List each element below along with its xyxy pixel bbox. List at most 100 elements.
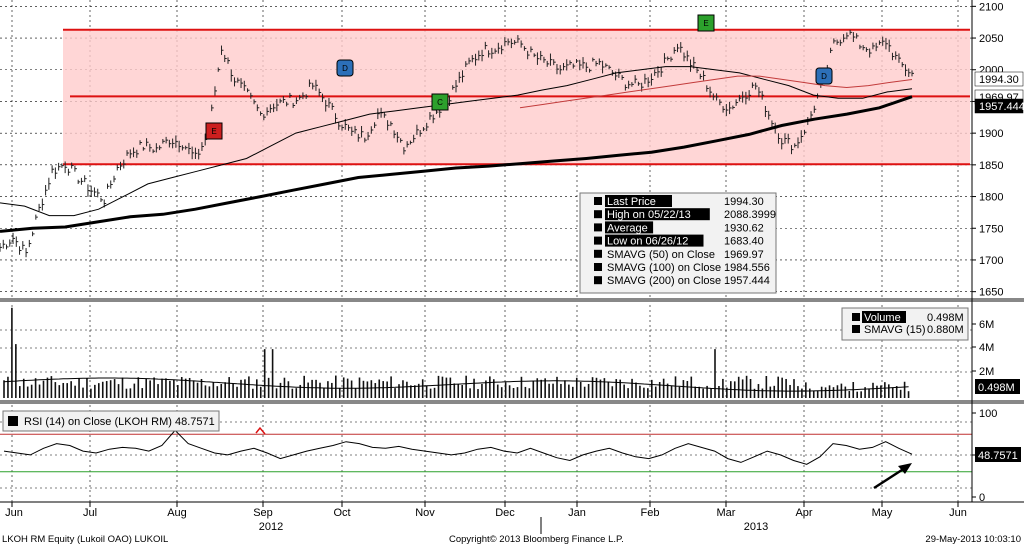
legend-label: Average [607, 222, 648, 234]
legend-swatch [594, 276, 602, 285]
legend-value: 1969.97 [724, 249, 764, 261]
event-marker-box [431, 93, 449, 111]
legend-label-bg [605, 208, 710, 221]
legend-label: SMAVG (50) on Close [607, 249, 715, 261]
rsi-overbought-segment [255, 426, 266, 435]
legend-swatch [594, 263, 602, 271]
rsi-line [3, 429, 913, 465]
y-tick-label: 1750 [979, 223, 1003, 235]
rsi-tag [975, 447, 1021, 462]
legend-swatch [594, 210, 602, 219]
event-marker-earnings: E [697, 14, 715, 32]
legend-swatch [594, 223, 602, 232]
legend-label-bg [862, 311, 906, 323]
x-tick-label: Nov [415, 507, 435, 519]
x-axis: Jun Jul Aug Sep Oct Nov Dec Jan Feb Mar Apr May Jun 2… [5, 502, 967, 534]
x-tick-label: Jan [568, 507, 586, 519]
volume-series [3, 307, 910, 398]
event-marker-letter: E [211, 127, 216, 136]
volume-tick-label: 4M [979, 342, 994, 354]
event-marker-letter: D [342, 64, 348, 73]
price-channel [63, 28, 970, 166]
legend-label-bg [605, 234, 704, 247]
event-markers: E D C E D [205, 14, 833, 140]
x-tick-label: Jul [83, 507, 97, 519]
footer-security: LKOH RM Equity (Lukoil OAO) LUKOIL [2, 534, 168, 545]
price-tag [974, 98, 1024, 114]
series-line [0, 95, 913, 233]
annotation-arrow [873, 463, 912, 490]
legend-label: SMAVG (15) [864, 324, 926, 336]
legend-label: High on 05/22/13 [607, 209, 691, 221]
x-tick-label: Mar [717, 507, 736, 519]
x-tick-label: Jun [949, 507, 967, 519]
rsi-legend: RSI (14) on Close (LKOH RM) 48.7571 [2, 410, 220, 432]
legend-value: 0.880M [927, 324, 964, 336]
rsi-series [0, 426, 972, 473]
panel-divider [0, 400, 1024, 404]
legend-value: 1930.62 [724, 222, 764, 234]
series-line [0, 66, 913, 217]
event-marker-box [336, 59, 354, 77]
event-marker-earnings: E [205, 122, 223, 140]
y-tick-label: 2050 [979, 33, 1003, 45]
rsi-tick-label: 0 [979, 492, 985, 504]
event-marker-box [697, 14, 715, 32]
legend-label: SMAVG (100) on Close [607, 262, 721, 274]
legend-swatch [852, 313, 860, 321]
price-tag [974, 71, 1024, 87]
x-tick-label: Feb [641, 507, 660, 519]
x-tick-label: Aug [167, 507, 187, 519]
volume-smavg-line [3, 377, 909, 392]
series-line [519, 75, 913, 109]
legend-value: 1994.30 [724, 196, 764, 208]
panel-divider [0, 298, 1024, 302]
event-marker-box [205, 122, 223, 140]
legend-swatch [594, 249, 602, 258]
x-tick-label: Oct [333, 507, 350, 519]
rsi-title: RSI (14) on Close (LKOH RM) 48.7571 [24, 416, 215, 428]
volume-tick-label: 6M [979, 319, 994, 331]
legend-value: 2088.3999 [724, 209, 776, 221]
legend-swatch [594, 236, 602, 245]
event-marker-dividend: D [815, 67, 833, 85]
volume-tick-label: 2M [979, 366, 994, 378]
rsi-tick-label: 100 [979, 408, 997, 420]
price-tag-label: 1994.30 [979, 74, 1019, 86]
price-legend: Last Price 1994.30 High on 05/22/13 2088.39… [579, 192, 777, 294]
gridlines [0, 0, 972, 502]
volume-tag [975, 379, 1020, 394]
y-tick-label: 1850 [979, 160, 1003, 172]
rsi-tag-label: 48.7571 [978, 450, 1018, 462]
legend-label: Low on 06/26/12 [607, 236, 688, 248]
legend-swatch [594, 197, 602, 205]
x-tick-label: Dec [495, 507, 515, 519]
legend-value: 1683.40 [724, 236, 764, 248]
y-tick-label: 1800 [979, 192, 1003, 204]
price-series [0, 29, 914, 258]
event-marker-dividend: D [336, 59, 354, 77]
event-marker-letter: C [437, 98, 443, 107]
x-tick-label: May [872, 507, 893, 519]
x-tick-label: Apr [795, 507, 812, 519]
legend-swatch [852, 325, 860, 333]
y-tick-label: 1700 [979, 255, 1003, 267]
legend-value: 1984.556 [724, 262, 770, 274]
legend-label: SMAVG (200) on Close [607, 275, 721, 287]
x-tick-label: Jun [5, 507, 23, 519]
y-tick-label: 2100 [979, 1, 1003, 13]
event-marker-letter: D [821, 72, 827, 81]
y-tick-label: 1650 [979, 287, 1003, 299]
price-tag-label: 1957.444 [979, 101, 1024, 113]
event-marker-corporate: C [431, 93, 449, 111]
year-label: 2013 [744, 521, 768, 533]
legend-value: 1957.444 [724, 275, 770, 287]
footer-copyright: Copyright© 2013 Bloomberg Finance L.P. [449, 534, 624, 545]
legend-label-bg [605, 221, 654, 234]
event-marker-box [815, 67, 833, 85]
event-marker-letter: E [703, 19, 708, 28]
legend-label-bg [605, 195, 672, 207]
